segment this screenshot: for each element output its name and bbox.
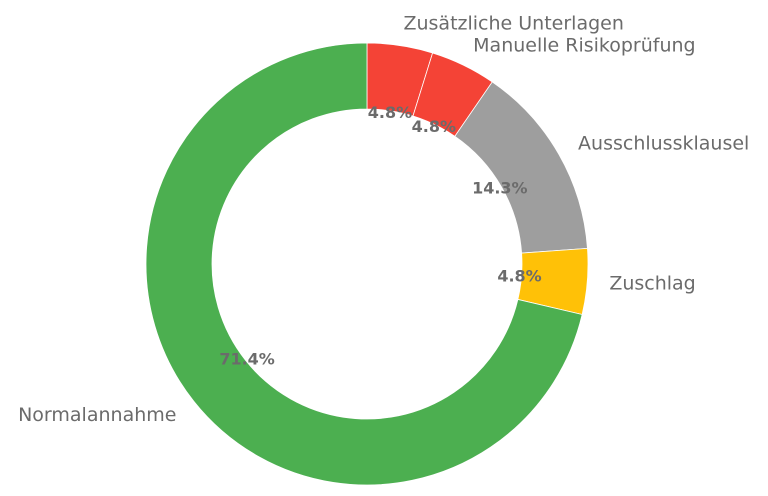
slice-ausschlussklausel <box>454 81 588 254</box>
pct-label-zusaetzliche-unterlagen: 4.8% <box>368 103 412 122</box>
pct-label-ausschlussklausel: 14.3% <box>472 179 528 198</box>
labels-group: Zusätzliche Unterlagen 4.8% Manuelle Risik… <box>18 13 749 426</box>
slice-label-zuschlag: Zuschlag <box>609 272 695 294</box>
slice-label-normalannahme: Normalannahme <box>18 404 176 426</box>
slices-group <box>145 42 589 486</box>
pct-label-manuelle-risikopruefung: 4.8% <box>412 117 456 136</box>
slice-label-manuelle-risikopruefung: Manuelle Risikoprüfung <box>473 34 695 56</box>
slice-label-ausschlussklausel: Ausschlussklausel <box>578 132 749 154</box>
pct-label-zuschlag: 4.8% <box>497 267 541 286</box>
pct-label-normalannahme: 71.4% <box>219 350 275 369</box>
slice-normalannahme <box>145 42 583 486</box>
slice-label-zusaetzliche-unterlagen: Zusätzliche Unterlagen <box>403 13 623 35</box>
